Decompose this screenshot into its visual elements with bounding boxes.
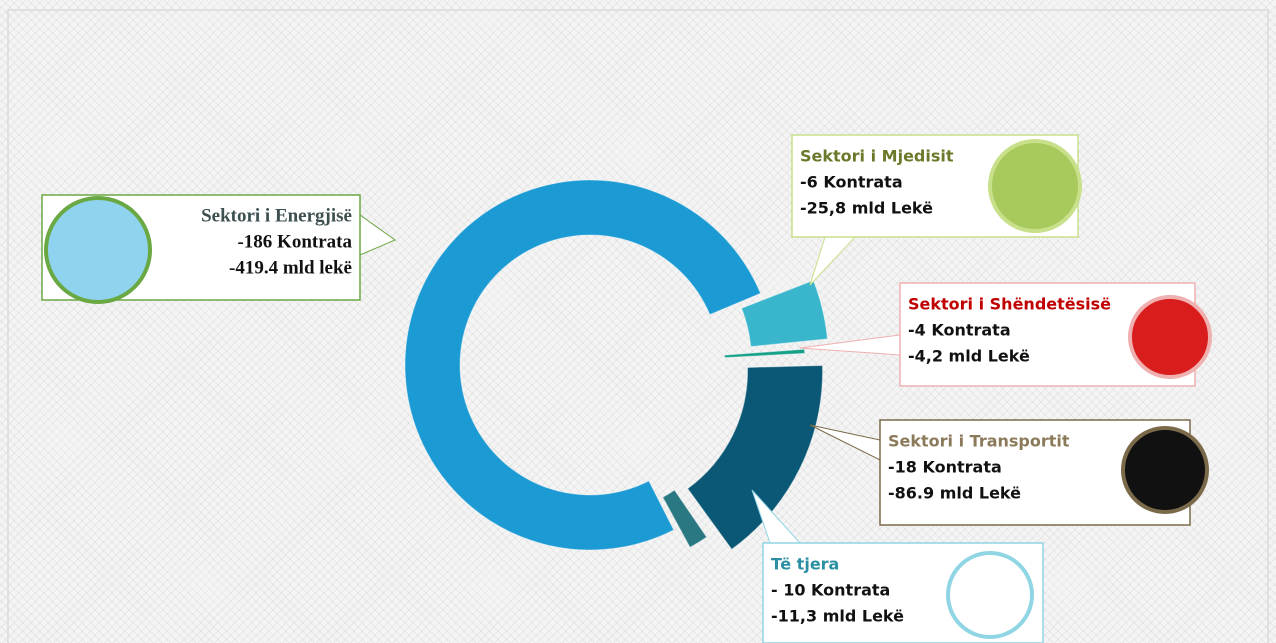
value-label: -419.4 mld lekë <box>229 257 352 278</box>
sector-icon <box>988 139 1082 233</box>
sector-title: Sektori i Transportit <box>888 432 1070 451</box>
value-label: -25,8 mld Lekë <box>800 199 933 218</box>
sector-icon <box>1128 295 1212 379</box>
contract-label: -6 Kontrata <box>800 173 903 192</box>
sector-icon <box>946 551 1034 639</box>
sector-title: Të tjera <box>771 555 839 574</box>
donut-segment <box>740 279 828 348</box>
frame <box>7 9 1269 643</box>
contract-label: - 10 Kontrata <box>771 581 890 600</box>
donut-segment <box>724 348 806 359</box>
contract-label: -4 Kontrata <box>908 321 1011 340</box>
callout-tail <box>809 424 881 461</box>
donut-segment <box>686 365 823 550</box>
sector-icon <box>1121 426 1209 514</box>
sector-title: Sektori i Energjisë <box>201 205 352 226</box>
value-label: -11,3 mld Lekë <box>771 607 904 626</box>
value-label: -86.9 mld Lekë <box>888 484 1021 503</box>
donut-segment <box>662 489 708 549</box>
contract-label: -18 Kontrata <box>888 458 1002 477</box>
callout-tail <box>359 214 397 256</box>
sector-title: Sektori i Mjedisit <box>800 147 954 166</box>
callout-tail <box>809 236 857 286</box>
sector-icon <box>44 196 152 304</box>
value-label: -4,2 mld Lekë <box>908 347 1030 366</box>
contract-label: -186 Kontrata <box>237 231 352 252</box>
donut-segment <box>404 179 762 551</box>
sector-title: Sektori i Shëndetësisë <box>908 295 1111 314</box>
